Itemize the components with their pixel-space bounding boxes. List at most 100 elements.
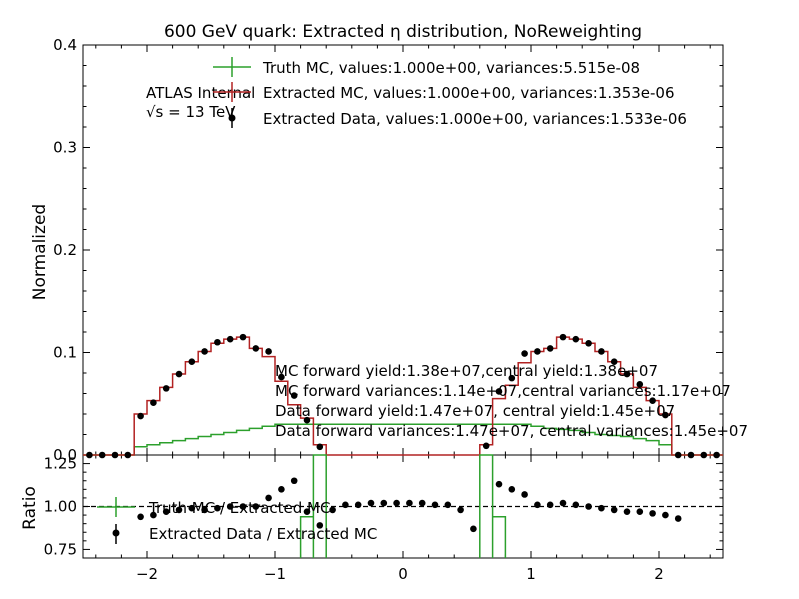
ratio-data-point	[598, 504, 605, 512]
data-point	[534, 348, 541, 355]
x-tick-label: −2	[136, 565, 158, 583]
ratio-data-point	[559, 499, 567, 507]
data-point	[86, 451, 93, 459]
ratio-data-point	[137, 513, 144, 521]
legend-ratio-data-marker	[112, 529, 120, 537]
data-point	[124, 451, 132, 459]
data-point	[674, 451, 682, 459]
data-point	[188, 358, 196, 366]
ratio-data-point	[662, 511, 669, 519]
ratio-data-point	[470, 525, 477, 533]
y-tick-label-top: 0.2	[53, 241, 77, 259]
data-point	[98, 451, 106, 459]
data-point	[214, 338, 221, 346]
data-point	[303, 416, 311, 424]
data-point	[572, 335, 580, 343]
data-point	[111, 451, 119, 459]
ratio-data-point	[367, 499, 375, 507]
data-point	[636, 380, 644, 388]
annotation-mc-variances: MC forward variances:1.14e+07,central va…	[275, 382, 731, 400]
legend-top: Truth MC, values:1.000e+00, variances:5.…	[213, 57, 687, 128]
annotation-data-yield: Data forward yield:1.47e+07, central yie…	[275, 402, 675, 420]
data-point	[546, 345, 554, 352]
data-point	[252, 345, 260, 352]
annotations: MC forward yield:1.38e+07,central yield:…	[275, 362, 748, 440]
legend-ratio-truth: Truth MC / Extracted MC	[148, 499, 330, 517]
ratio-data-point	[214, 504, 221, 512]
ratio-data-point	[674, 515, 682, 522]
y-tick-label-top: 0.0	[53, 446, 77, 464]
legend-truth-mc: Truth MC, values:1.000e+00, variances:5.…	[262, 59, 640, 77]
ratio-data-point	[354, 501, 362, 509]
ratio-data-point	[329, 506, 336, 514]
ratio-data-point	[188, 504, 196, 512]
ratio-data-point	[290, 477, 298, 485]
y-tick-label-top: 0.3	[53, 139, 77, 157]
data-point	[175, 370, 183, 378]
x-tick-label: −1	[264, 565, 286, 583]
x-tick-label: 2	[654, 565, 664, 583]
ratio-data-point	[303, 508, 311, 515]
y-tick-label-bottom: 1.00	[44, 498, 77, 516]
energy-label: √s = 13 TeV	[146, 103, 236, 121]
y-tick-label-bottom: 1.25	[44, 455, 77, 473]
ratio-data-point	[508, 486, 516, 493]
x-tick-label: 0	[398, 565, 408, 583]
legend-bottom: Truth MC / Extracted MC Extracted Data /…	[97, 497, 377, 544]
data-point	[559, 333, 567, 341]
data-point	[610, 358, 618, 366]
series-ratio-truth-mc	[299, 454, 507, 558]
ratio-data-point	[585, 503, 592, 510]
ylabel-top: Normalized	[30, 204, 50, 300]
ratio-data-point	[201, 506, 208, 514]
data-point	[508, 374, 516, 382]
data-point	[226, 335, 234, 343]
legend-ratio-data: Extracted Data / Extracted MC	[149, 525, 377, 543]
data-point	[495, 388, 503, 395]
ratio-data-point	[444, 501, 452, 509]
atlas-label: ATLAS Internal	[146, 84, 255, 102]
data-point	[150, 399, 157, 407]
data-point	[265, 348, 272, 355]
plot-layer: −2 −1 0 1 2 0.0 0.1 0.2 0.3 0.4 0.75 1.00 1.25	[44, 36, 724, 583]
y-tick-label-top: 0.4	[53, 36, 77, 54]
data-point	[290, 392, 298, 399]
ratio-data-point	[546, 501, 554, 509]
legend-extracted-data-marker	[228, 114, 236, 122]
ratio-data-point	[175, 506, 183, 514]
ratio-data-point	[431, 501, 439, 509]
data-point	[649, 397, 656, 404]
annotation-mc-yield: MC forward yield:1.38e+07,central yield:…	[275, 362, 658, 380]
data-point	[598, 348, 605, 355]
ratio-data-point	[406, 499, 413, 507]
data-point	[687, 451, 695, 459]
x-tick-label: 1	[526, 565, 536, 583]
data-point	[700, 451, 708, 459]
ratio-data-point	[457, 506, 464, 514]
annotation-data-variances: Data forward variances:1.47e+07, central…	[275, 422, 748, 440]
ratio-data-point	[495, 480, 503, 488]
ratio-data-point	[636, 508, 644, 515]
ratio-data-point	[534, 501, 541, 509]
ratio-data-point	[239, 503, 247, 510]
chart-title: 600 GeV quark: Extracted η distribution,…	[164, 22, 642, 42]
data-point	[278, 373, 285, 381]
ratio-data-point	[316, 522, 324, 529]
ratio-data-point	[521, 491, 528, 498]
data-point	[662, 411, 669, 419]
data-point	[316, 443, 324, 451]
data-point	[585, 339, 592, 347]
data-point	[137, 412, 144, 420]
data-point	[623, 370, 631, 378]
ratio-data-point	[342, 501, 349, 509]
ratio-data-point	[418, 499, 426, 507]
data-point	[482, 442, 490, 450]
legend-extracted-data: Extracted Data, values:1.000e+00, varian…	[263, 110, 687, 128]
ratio-data-point	[226, 503, 234, 510]
ratio-data-point	[265, 494, 272, 502]
ratio-data-point	[380, 499, 388, 507]
data-point	[521, 350, 528, 357]
data-point	[713, 451, 720, 459]
ratio-data-point	[252, 503, 260, 510]
